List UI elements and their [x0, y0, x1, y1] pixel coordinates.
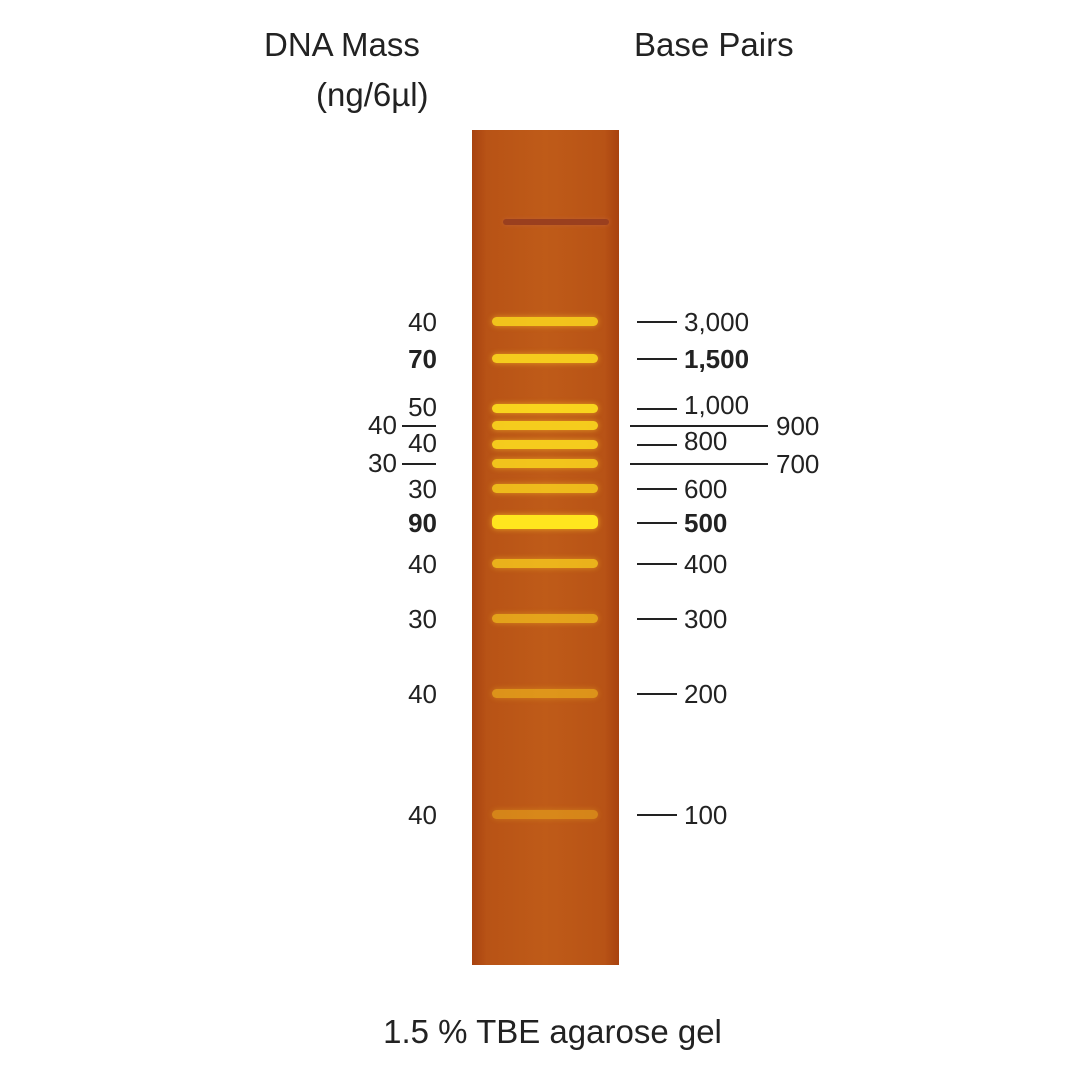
- gel-lane: [472, 130, 619, 965]
- dna-band: [492, 613, 598, 623]
- bp-label: 300: [684, 604, 728, 634]
- dna-band: [492, 483, 598, 493]
- bp-tick: [637, 488, 677, 490]
- bp-tick: [637, 618, 677, 620]
- bp-tick: [637, 444, 677, 446]
- mass-label: 30: [408, 604, 437, 634]
- bp-label: 1,000: [684, 390, 750, 420]
- dna-band: [492, 403, 598, 413]
- mass-label: 50: [408, 392, 437, 422]
- bp-label: 100: [684, 800, 728, 830]
- dna-band: [492, 439, 598, 449]
- bp-label: 3,000: [684, 307, 750, 337]
- gel-caption: 1.5 % TBE agarose gel: [383, 1013, 722, 1050]
- mass-divider: [402, 425, 436, 427]
- bp-label: 600: [684, 474, 728, 504]
- dna-band: [492, 809, 598, 819]
- dna-band: [492, 420, 598, 430]
- mass-divider: [402, 463, 436, 465]
- dna-band: [492, 353, 598, 363]
- mass-label: 30: [368, 448, 397, 478]
- mass-label: 40: [368, 410, 397, 440]
- bp-tick: [637, 693, 677, 695]
- mass-title: DNA Mass: [264, 26, 420, 63]
- bp-title: Base Pairs: [634, 26, 794, 63]
- bp-label: 900: [776, 411, 820, 441]
- bp-tick: [637, 358, 677, 360]
- bp-tick: [630, 463, 768, 465]
- mass-label: 40: [408, 307, 437, 337]
- dna-band: [492, 515, 598, 529]
- dna-band: [492, 558, 598, 568]
- mass-label: 40: [408, 679, 437, 709]
- bp-tick: [637, 408, 677, 410]
- mass-label: 70: [408, 344, 437, 374]
- bp-tick: [630, 425, 768, 427]
- mass-unit: (ng/6µl): [316, 76, 429, 113]
- mass-label: 40: [408, 800, 437, 830]
- bp-tick: [637, 814, 677, 816]
- mass-label: 40: [408, 428, 437, 458]
- bp-tick: [637, 321, 677, 323]
- dna-band: [492, 316, 598, 326]
- dna-band: [492, 688, 598, 698]
- bp-label: 200: [684, 679, 728, 709]
- bp-label: 500: [684, 508, 728, 538]
- bp-label: 800: [684, 426, 728, 456]
- bp-tick: [637, 522, 677, 524]
- bp-label: 1,500: [684, 344, 750, 374]
- mass-label: 90: [408, 508, 437, 538]
- mass-label: 30: [408, 474, 437, 504]
- dna-band: [492, 458, 598, 468]
- bp-label: 400: [684, 549, 728, 579]
- bp-tick: [637, 563, 677, 565]
- gel-well: [503, 219, 609, 225]
- bp-label: 700: [776, 449, 820, 479]
- mass-label: 40: [408, 549, 437, 579]
